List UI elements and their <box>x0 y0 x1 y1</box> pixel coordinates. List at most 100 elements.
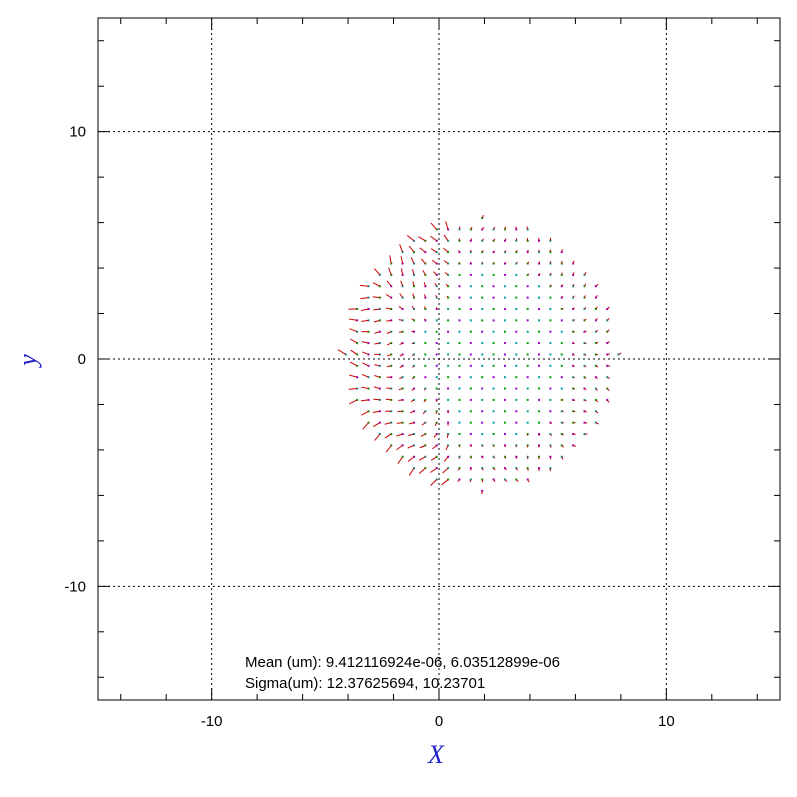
field-arrow <box>349 361 358 367</box>
field-point <box>515 421 518 424</box>
field-arrow <box>515 250 518 253</box>
field-arrow <box>481 238 484 242</box>
field-point <box>458 296 461 299</box>
field-arrow <box>584 376 587 379</box>
field-arrow <box>408 467 415 476</box>
field-arrow <box>399 293 404 298</box>
field-arrow <box>435 411 438 414</box>
field-point <box>515 410 518 413</box>
field-point <box>469 330 472 333</box>
field-arrow <box>595 318 598 321</box>
sigma-annotation: Sigma(um): 12.37625694, 10.23701 <box>245 675 485 692</box>
field-point <box>447 387 450 390</box>
field-point <box>447 376 450 379</box>
field-point <box>503 364 506 367</box>
field-arrow <box>561 284 564 287</box>
field-arrow <box>397 456 404 464</box>
field-arrow <box>396 422 403 424</box>
field-arrow <box>433 433 438 438</box>
field-point <box>447 319 450 322</box>
field-point <box>549 330 552 333</box>
field-arrow <box>446 295 449 298</box>
field-point <box>435 376 438 379</box>
field-arrow <box>470 445 472 448</box>
field-arrow <box>515 456 518 459</box>
field-point <box>503 376 506 379</box>
field-point <box>481 307 484 310</box>
tick-labels: -10 0 10 -10 0 10 <box>64 124 674 730</box>
field-arrow <box>527 261 530 264</box>
field-point <box>503 273 506 276</box>
field-point <box>538 410 541 413</box>
field-arrow <box>408 245 415 253</box>
field-arrow <box>374 364 380 367</box>
field-point <box>481 342 484 345</box>
field-point <box>492 398 495 401</box>
field-arrow <box>572 444 577 447</box>
field-arrow <box>584 306 587 310</box>
field-arrow <box>385 294 392 299</box>
field-arrow <box>470 238 473 241</box>
field-arrow <box>398 319 403 321</box>
field-arrow <box>399 331 403 333</box>
field-arrow <box>374 342 380 345</box>
field-arrow <box>410 257 415 264</box>
field-arrow <box>515 261 518 264</box>
field-arrow <box>493 226 496 230</box>
field-arrow <box>561 295 564 298</box>
field-arrow <box>411 318 415 321</box>
field-arrow <box>561 456 564 460</box>
field-arrow <box>430 456 437 461</box>
field-point <box>458 307 461 310</box>
field-arrow <box>606 329 610 333</box>
y-tick-label: 0 <box>78 351 86 368</box>
field-point <box>538 307 541 310</box>
field-point <box>469 387 472 390</box>
field-arrow <box>418 467 426 474</box>
field-arrow <box>595 283 599 287</box>
field-arrow <box>431 259 438 264</box>
field-arrow <box>418 456 426 461</box>
field-point <box>458 376 461 379</box>
field-point <box>447 398 450 401</box>
field-arrow <box>527 479 530 483</box>
field-arrow <box>386 280 392 287</box>
field-arrow <box>411 354 415 357</box>
field-arrow <box>572 365 575 368</box>
field-arrow <box>423 282 426 287</box>
field-point <box>492 421 495 424</box>
field-arrow <box>348 318 358 321</box>
field-point <box>469 364 472 367</box>
field-point <box>447 307 450 310</box>
field-arrow <box>409 422 415 425</box>
field-point <box>458 330 461 333</box>
field-arrow <box>407 456 415 462</box>
field-point <box>492 410 495 413</box>
field-point <box>526 387 529 390</box>
field-arrow <box>424 306 426 310</box>
field-point <box>526 410 529 413</box>
field-arrow <box>561 307 564 310</box>
field-point <box>538 387 541 390</box>
field-arrow <box>443 234 449 242</box>
field-point <box>515 285 518 288</box>
field-arrow <box>445 283 449 287</box>
field-arrow <box>372 282 381 287</box>
field-point <box>526 342 529 345</box>
field-point <box>515 307 518 310</box>
field-point <box>503 433 506 436</box>
field-arrow <box>584 365 587 368</box>
field-arrow <box>527 468 529 471</box>
field-point <box>503 421 506 424</box>
field-arrow <box>389 255 392 264</box>
field-point <box>469 421 472 424</box>
y-tick-label: -10 <box>64 578 86 595</box>
field-arrow <box>432 444 438 450</box>
field-arrow <box>412 293 415 298</box>
field-point <box>549 353 552 356</box>
field-arrow <box>434 282 438 287</box>
field-point <box>492 330 495 333</box>
field-arrow <box>443 260 449 264</box>
field-point <box>515 387 518 390</box>
field-arrow <box>348 388 358 390</box>
